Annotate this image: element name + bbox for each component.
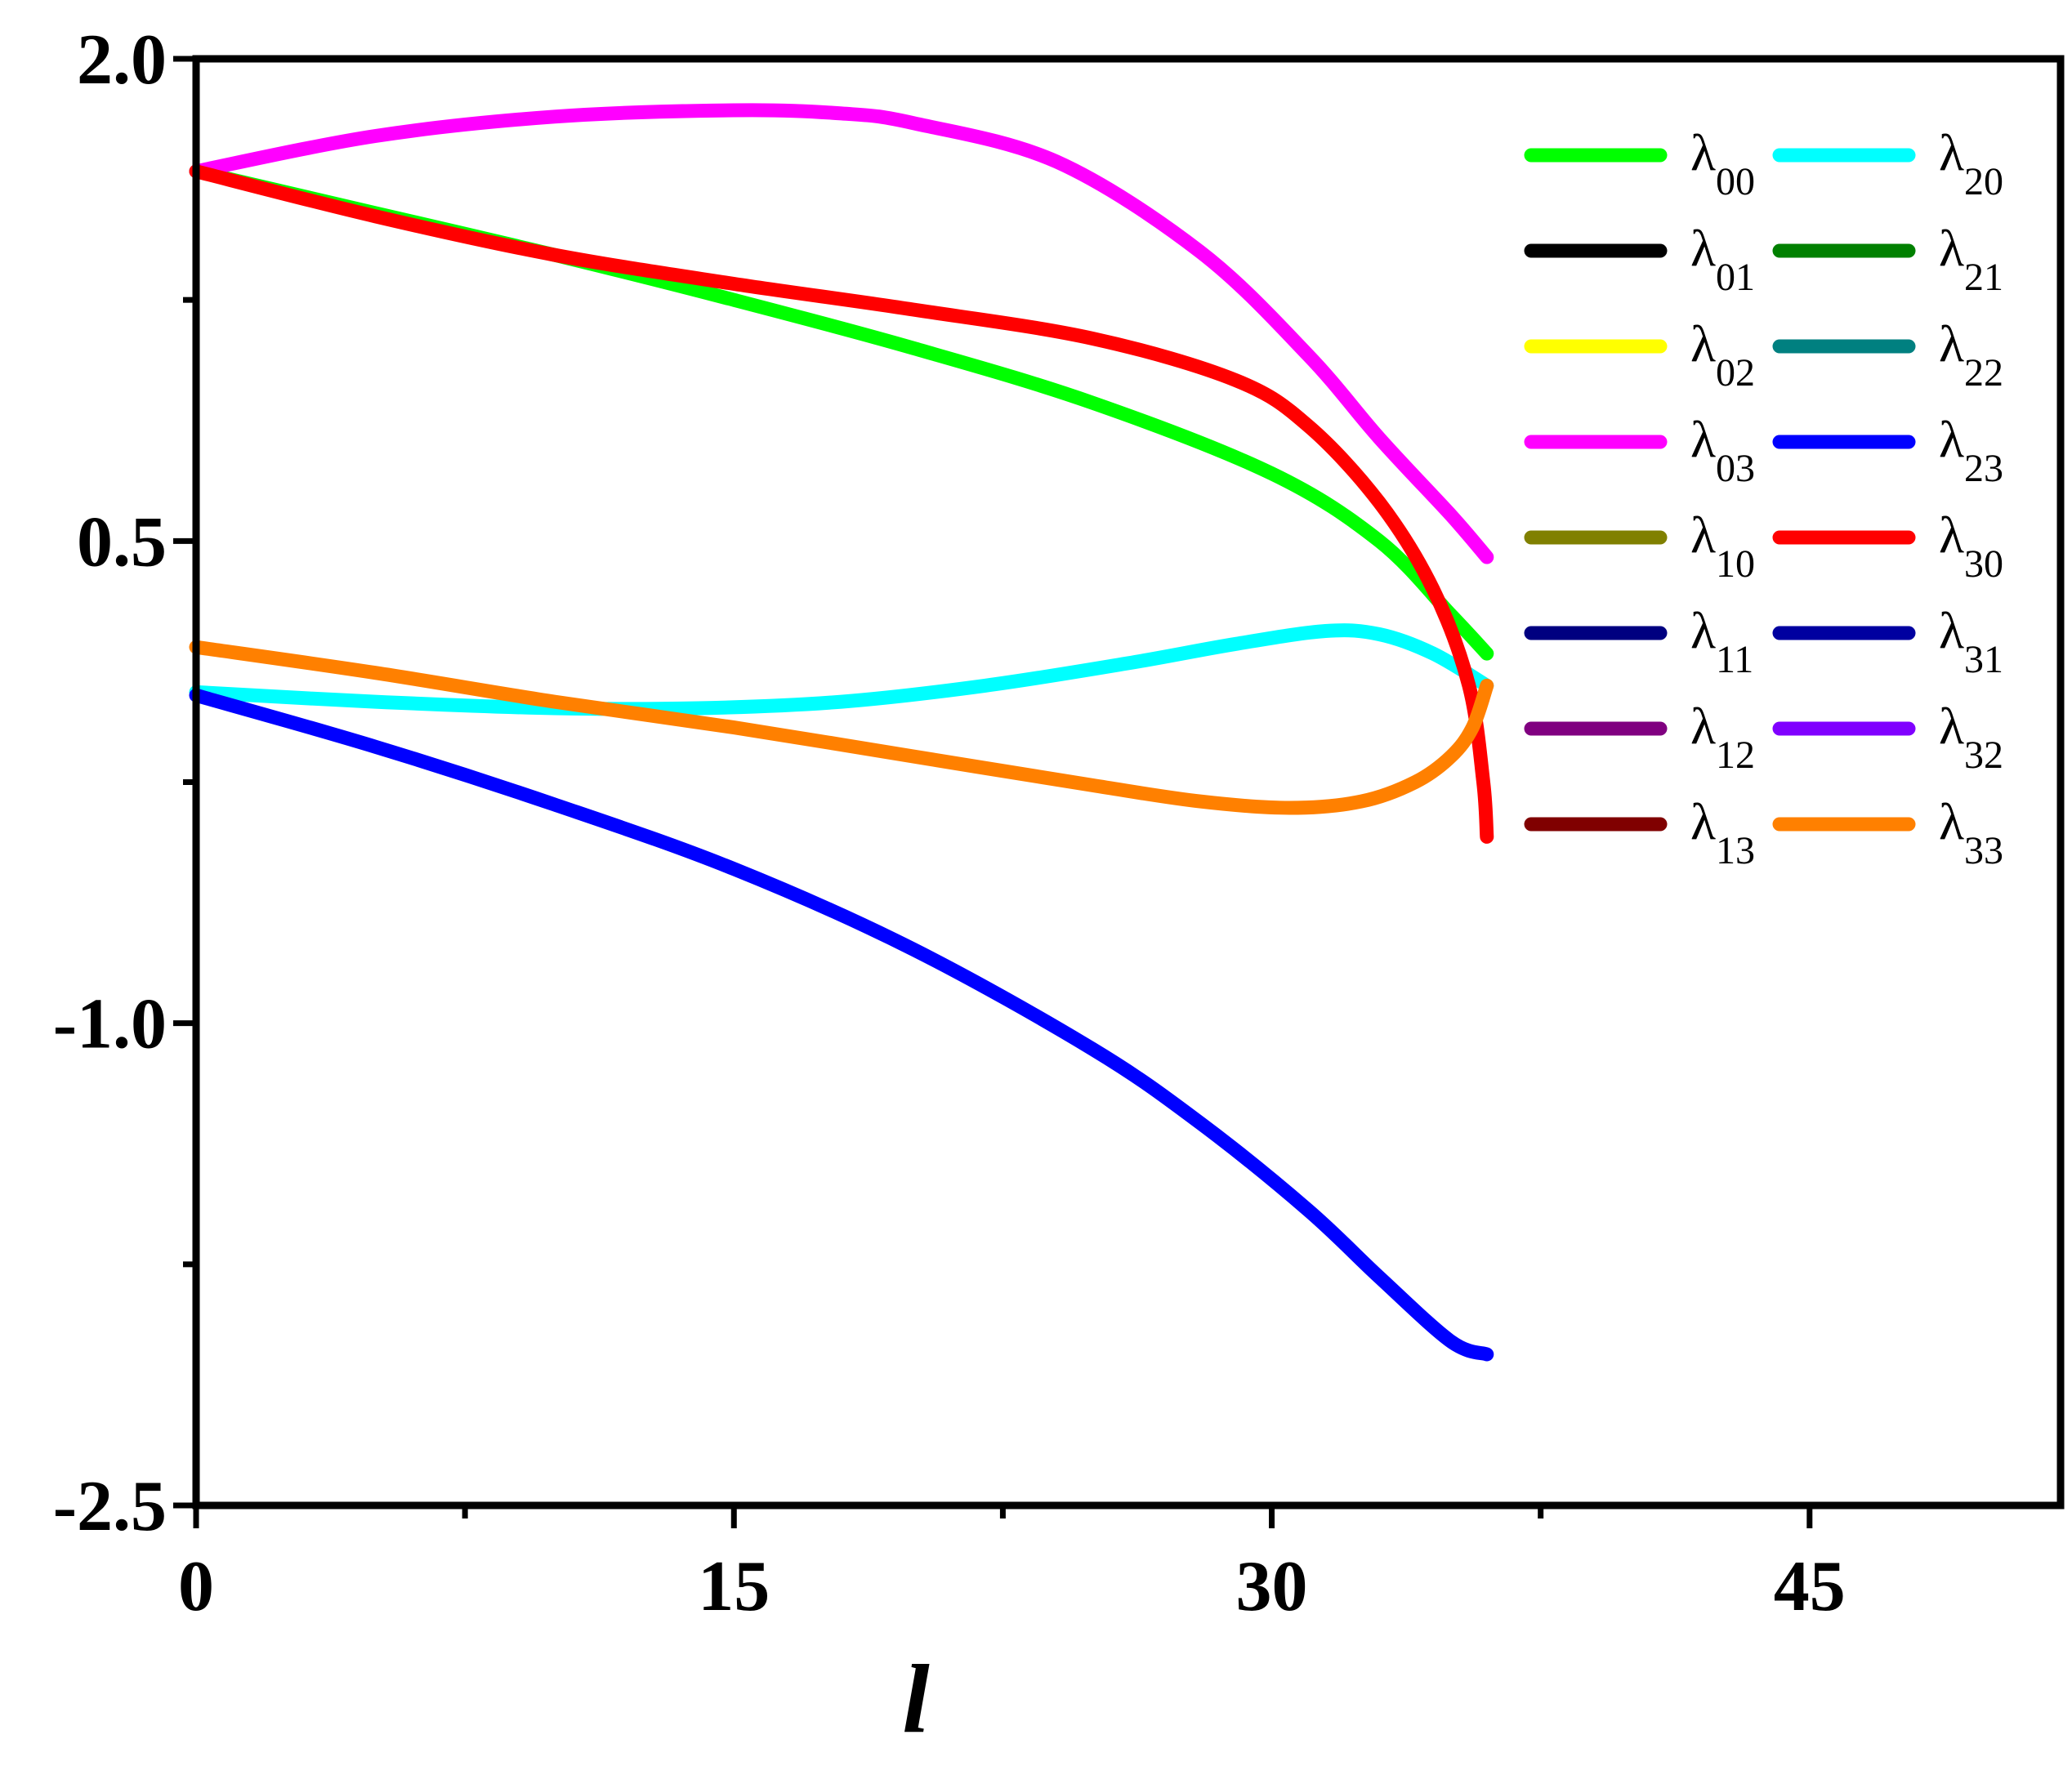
x-tick-label: 45 xyxy=(1774,1547,1846,1626)
legend-label-base: λ xyxy=(1690,219,1716,277)
legend-label-subscript: 30 xyxy=(1964,542,2003,586)
legend-label: λ00 xyxy=(1690,123,1755,203)
legend-item-lambda-32: λ32 xyxy=(1772,697,2003,777)
legend-label-base: λ xyxy=(1690,410,1716,468)
legend: λ00λ01λ02λ03λ10λ11λ12λ13λ20λ21λ22λ23λ30λ… xyxy=(1524,123,2003,872)
legend-label-subscript: 10 xyxy=(1716,542,1755,586)
legend-item-lambda-23: λ23 xyxy=(1772,410,2003,490)
legend-label-base: λ xyxy=(1939,792,1964,850)
legend-label-base: λ xyxy=(1939,219,1964,277)
legend-label: λ03 xyxy=(1690,410,1755,490)
y-tick-label: 0.5 xyxy=(77,502,167,582)
legend-item-lambda-10: λ10 xyxy=(1524,506,1755,586)
legend-label-subscript: 11 xyxy=(1716,638,1753,681)
legend-label-subscript: 12 xyxy=(1716,734,1755,777)
legend-item-lambda-33: λ33 xyxy=(1772,792,2003,872)
legend-label-base: λ xyxy=(1939,697,1964,755)
legend-item-lambda-03: λ03 xyxy=(1524,410,1755,490)
series-line-lambda-30 xyxy=(189,164,1494,844)
legend-label-base: λ xyxy=(1939,506,1964,564)
legend-label-subscript: 02 xyxy=(1716,351,1755,395)
legend-label-subscript: 21 xyxy=(1964,256,2003,299)
y-tick-labels: 2.0 0.5 -1.0 -2.5 xyxy=(53,20,167,1546)
legend-item-lambda-01: λ01 xyxy=(1524,219,1755,299)
legend-item-lambda-00: λ00 xyxy=(1524,123,1755,203)
legend-label-base: λ xyxy=(1939,314,1964,372)
x-tick-label: 15 xyxy=(698,1547,770,1626)
legend-item-lambda-22: λ22 xyxy=(1772,314,2003,395)
series-layer xyxy=(189,103,1494,1362)
series-line-lambda-23 xyxy=(189,688,1494,1362)
y-tick-label: -1.0 xyxy=(53,985,167,1064)
series-line-lambda-03 xyxy=(189,103,1494,564)
legend-label-base: λ xyxy=(1939,123,1964,181)
x-tick-labels: 0 15 30 45 xyxy=(178,1547,1846,1626)
legend-label-subscript: 32 xyxy=(1964,734,2003,777)
legend-label-subscript: 31 xyxy=(1964,638,2003,681)
series-line-lambda-33 xyxy=(189,640,1494,815)
legend-label-subscript: 23 xyxy=(1964,447,2003,490)
legend-label-base: λ xyxy=(1939,601,1964,659)
y-tick-label: 2.0 xyxy=(77,20,167,100)
x-tick-label: 30 xyxy=(1236,1547,1308,1626)
series-line-lambda-20 xyxy=(189,623,1494,716)
legend-item-lambda-12: λ12 xyxy=(1524,697,1755,777)
legend-item-lambda-31: λ31 xyxy=(1772,601,2003,681)
legend-label: λ23 xyxy=(1939,410,2003,490)
legend-label-subscript: 00 xyxy=(1716,160,1755,203)
legend-item-lambda-13: λ13 xyxy=(1524,792,1755,872)
y-tick-label: -2.5 xyxy=(53,1467,167,1546)
legend-item-lambda-11: λ11 xyxy=(1524,601,1753,681)
legend-label-base: λ xyxy=(1690,314,1716,372)
legend-label-base: λ xyxy=(1690,601,1716,659)
legend-label: λ22 xyxy=(1939,314,2003,395)
legend-label: λ10 xyxy=(1690,506,1755,586)
legend-label-subscript: 03 xyxy=(1716,447,1755,490)
legend-label-subscript: 22 xyxy=(1964,351,2003,395)
legend-label: λ12 xyxy=(1690,697,1755,777)
legend-label-base: λ xyxy=(1690,697,1716,755)
legend-label-subscript: 20 xyxy=(1964,160,2003,203)
legend-label: λ20 xyxy=(1939,123,2003,203)
x-tick-label: 0 xyxy=(178,1547,214,1626)
legend-label-subscript: 33 xyxy=(1964,829,2003,872)
legend-item-lambda-21: λ21 xyxy=(1772,219,2003,299)
legend-item-lambda-20: λ20 xyxy=(1772,123,2003,203)
legend-label-subscript: 13 xyxy=(1716,829,1755,872)
legend-label-subscript: 01 xyxy=(1716,256,1755,299)
legend-label: λ31 xyxy=(1939,601,2003,681)
legend-label: λ33 xyxy=(1939,792,2003,872)
legend-item-lambda-02: λ02 xyxy=(1524,314,1755,395)
legend-item-lambda-30: λ30 xyxy=(1772,506,2003,586)
legend-label-base: λ xyxy=(1690,506,1716,564)
legend-label-base: λ xyxy=(1690,123,1716,181)
legend-label: λ21 xyxy=(1939,219,2003,299)
x-axis-title: l xyxy=(902,1644,930,1753)
legend-label: λ13 xyxy=(1690,792,1755,872)
legend-label: λ11 xyxy=(1690,601,1753,681)
legend-label-base: λ xyxy=(1939,410,1964,468)
legend-label: λ30 xyxy=(1939,506,2003,586)
legend-label: λ01 xyxy=(1690,219,1755,299)
legend-label: λ02 xyxy=(1690,314,1755,395)
legend-label-base: λ xyxy=(1690,792,1716,850)
axis-ticks xyxy=(173,56,1813,1528)
legend-label: λ32 xyxy=(1939,697,2003,777)
